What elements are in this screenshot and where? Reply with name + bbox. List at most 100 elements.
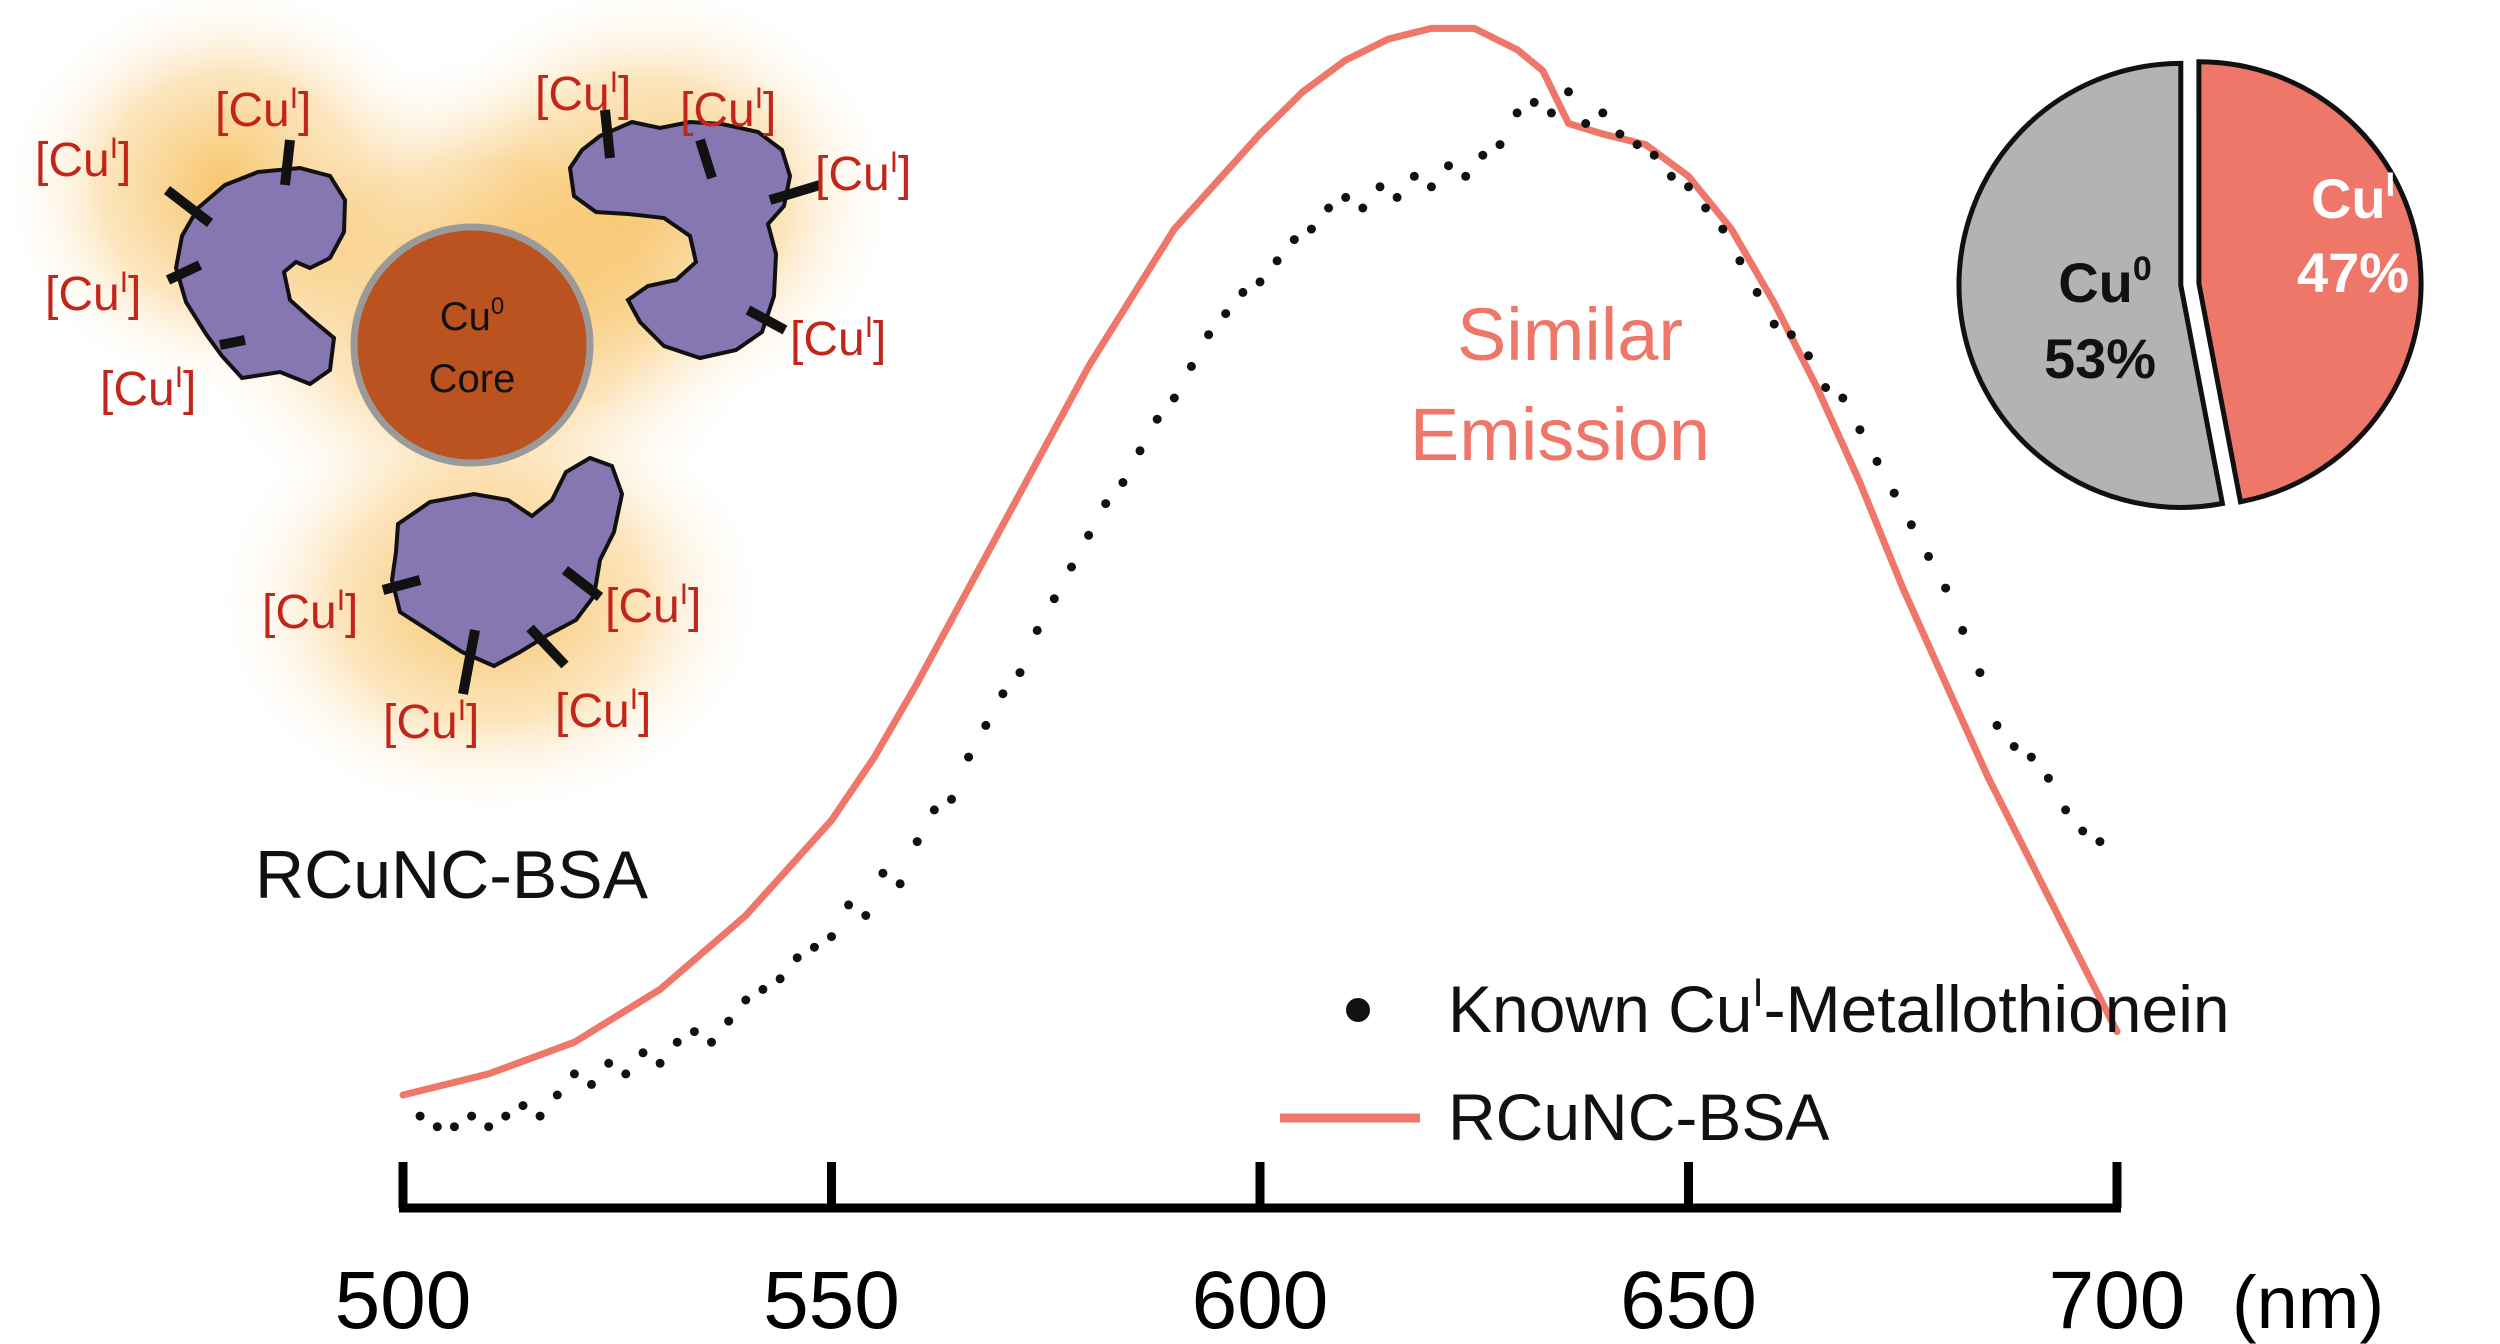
data-point (1495, 140, 1505, 150)
ligand-label: [CuI] (815, 146, 911, 201)
data-point (1975, 668, 1985, 678)
data-point (827, 932, 836, 942)
data-point (1392, 192, 1402, 202)
data-point (2009, 742, 2019, 751)
similar-emission-annotation: Similar (1457, 293, 1683, 376)
data-point (792, 953, 802, 963)
data-point (2095, 837, 2105, 847)
x-tick-label: 550 (763, 1255, 900, 1344)
ligand-label: [CuI] (605, 578, 701, 633)
data-point (1564, 87, 1573, 97)
data-point (1461, 171, 1471, 181)
data-point (1289, 235, 1299, 245)
data-point (1632, 140, 1642, 150)
data-point (724, 1016, 734, 1026)
data-point (1684, 182, 1693, 192)
data-point (1067, 562, 1076, 572)
data-point (1855, 425, 1865, 435)
pie-slice-cu1 (2196, 59, 2424, 505)
data-point (1718, 224, 1728, 234)
x-axis-ticks: 500 550 600 650 700 (335, 1162, 2186, 1344)
data-point (638, 1048, 648, 1058)
data-point (912, 837, 922, 847)
x-axis: 500 550 600 650 700 (nm) (335, 1162, 2384, 1344)
data-point (1838, 393, 1848, 403)
data-point (895, 879, 905, 889)
data-point (981, 720, 991, 730)
data-point (1204, 330, 1214, 340)
x-tick-label: 600 (1192, 1255, 1329, 1344)
legend: Known CuI-Metallothionein RCuNC-BSA (1280, 971, 2230, 1154)
data-point (552, 1090, 562, 1100)
data-point (1324, 203, 1334, 213)
data-point (809, 942, 819, 952)
copper-core-icon (350, 223, 594, 467)
pie-cu1-label: CuI (2311, 166, 2395, 230)
data-point (1992, 720, 2002, 730)
data-point (878, 868, 888, 878)
pie-slice-cu0 (1956, 60, 2226, 510)
data-point (758, 984, 768, 994)
data-point (1958, 625, 1968, 635)
pie-cu0-pct: 53% (2044, 327, 2156, 390)
data-point (535, 1111, 545, 1121)
data-point (1409, 171, 1419, 181)
data-point (1118, 478, 1128, 487)
schematic-title: RCuNC-BSA (255, 837, 649, 913)
data-point (672, 1037, 682, 1047)
protein-blob-icon (389, 455, 625, 669)
data-point (1598, 108, 1608, 118)
ligand-label: [CuI] (535, 66, 631, 121)
data-point (929, 805, 939, 815)
x-axis-unit: (nm) (2232, 1261, 2384, 1344)
data-point (1221, 309, 1231, 319)
protein-blob-icon (567, 119, 793, 361)
data-point (467, 1111, 477, 1121)
data-point (1375, 182, 1385, 192)
data-point (655, 1058, 665, 1068)
data-point (518, 1101, 528, 1111)
data-point (2078, 826, 2088, 836)
ligand-ticks (163, 109, 822, 695)
data-point (569, 1069, 579, 1079)
data-point (1941, 583, 1951, 593)
metallothionein-dots (415, 87, 2105, 1132)
core-label-line2: Core (429, 357, 516, 401)
ligand-label: [CuI] (383, 694, 479, 749)
data-point (1529, 97, 1539, 107)
data-point (1238, 287, 1248, 297)
data-point (689, 1027, 699, 1037)
data-point (604, 1058, 614, 1068)
data-point (1426, 182, 1436, 192)
ligand-label: [CuI] (45, 266, 141, 321)
data-point (1701, 203, 1711, 213)
emission-chart (399, 24, 2121, 1132)
legend-line-label: RCuNC-BSA (1448, 1080, 1829, 1154)
rcunc-bsa-emission-line (399, 24, 2121, 1099)
data-point (1084, 530, 1094, 540)
ligand-label: [CuI] (555, 683, 651, 738)
data-point (1186, 361, 1196, 371)
core-label: Cu0 (440, 293, 505, 339)
data-point (484, 1122, 494, 1132)
ligand-labels: [CuI] [CuI] [CuI] [CuI] [CuI] [CuI] [CuI… (35, 66, 911, 749)
data-point (998, 689, 1008, 699)
data-point (1546, 108, 1556, 118)
x-tick-label: 700 (2049, 1255, 2186, 1344)
data-point (449, 1122, 459, 1132)
data-point (1804, 351, 1813, 361)
data-point (2061, 805, 2071, 815)
data-point (741, 995, 751, 1005)
similar-emission-annotation-line2: Emission (1410, 393, 1710, 476)
data-point (1752, 287, 1762, 297)
data-point (964, 752, 974, 762)
pie-cu0-label: Cu0 (2058, 250, 2152, 314)
data-point (1306, 224, 1316, 234)
data-point (1169, 393, 1179, 403)
ligand-label: [CuI] (215, 82, 311, 137)
data-point (1255, 277, 1265, 287)
data-point (1666, 171, 1676, 181)
data-point (861, 911, 871, 920)
legend-dot-marker (1346, 998, 1370, 1022)
data-point (587, 1079, 596, 1089)
